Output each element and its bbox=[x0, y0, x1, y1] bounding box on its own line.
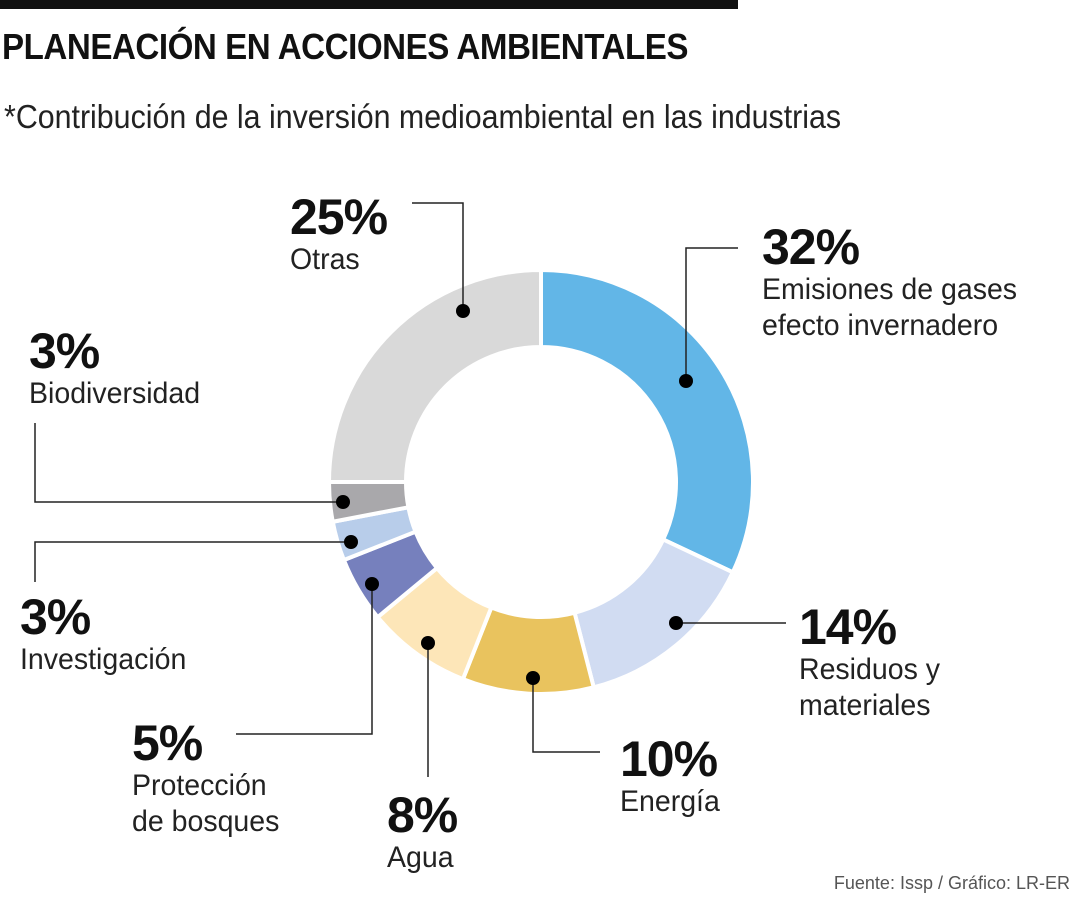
label-pct: 14% bbox=[799, 599, 897, 655]
leader-dot-1 bbox=[669, 616, 683, 630]
label-name: Emisiones de gases bbox=[762, 273, 1018, 306]
label-pct: 10% bbox=[620, 731, 718, 787]
donut-slice-7 bbox=[326, 267, 543, 484]
label-energia: 10% Energía bbox=[620, 734, 725, 820]
label-pct: 32% bbox=[762, 219, 860, 275]
label-proteccion: 5% Protección de bosques bbox=[132, 718, 287, 840]
label-pct: 3% bbox=[29, 323, 100, 379]
label-name: Investigación bbox=[20, 643, 187, 676]
label-pct: 3% bbox=[20, 589, 91, 645]
leader-line-4 bbox=[236, 584, 373, 735]
label-name: Protección bbox=[132, 769, 267, 802]
leader-dot-0 bbox=[679, 374, 693, 388]
leader-line-5 bbox=[34, 541, 351, 582]
label-name: Biodiversidad bbox=[29, 377, 201, 410]
label-name: Energía bbox=[620, 785, 720, 818]
label-biodiversidad: 3% Biodiversidad bbox=[29, 326, 209, 412]
label-name: efecto invernadero bbox=[762, 309, 999, 342]
leader-line-0 bbox=[685, 247, 738, 381]
leader-dot-6 bbox=[336, 495, 350, 509]
label-name: de bosques bbox=[132, 805, 280, 838]
leader-dot-4 bbox=[365, 577, 379, 591]
label-agua: 8% Agua bbox=[387, 787, 458, 876]
leader-line-7 bbox=[412, 202, 464, 311]
leader-dot-3 bbox=[421, 636, 435, 650]
top-rule bbox=[0, 0, 738, 9]
donut-slice-1 bbox=[572, 536, 736, 690]
chart-title: PLANEACIÓN EN ACCIONES AMBIENTALES bbox=[2, 26, 689, 67]
label-pct: 5% bbox=[132, 715, 203, 771]
label-residuos: 14% Residuos y materiales bbox=[799, 602, 947, 724]
label-name: Otras bbox=[290, 243, 360, 276]
label-investigacion: 3% Investigación bbox=[20, 592, 195, 678]
source-credit: Fuente: Issp / Gráfico: LR-ER bbox=[833, 873, 1070, 893]
label-name: materiales bbox=[799, 689, 931, 722]
leader-line-6 bbox=[34, 423, 343, 503]
donut-slice-0 bbox=[539, 267, 755, 575]
label-name: Residuos y bbox=[799, 653, 940, 686]
leader-dot-2 bbox=[526, 671, 540, 685]
label-pct: 25% bbox=[290, 189, 388, 245]
label-name: Agua bbox=[387, 841, 454, 874]
label-emisiones: 32% Emisiones de gases efecto invernader… bbox=[762, 222, 1030, 344]
chart-subtitle: *Contribución de la inversión medioambie… bbox=[4, 98, 842, 135]
label-otras: 25% Otras bbox=[290, 189, 388, 278]
leader-dot-5 bbox=[344, 535, 358, 549]
leader-dot-7 bbox=[456, 304, 470, 318]
leader-line-2 bbox=[532, 678, 600, 753]
label-pct: 8% bbox=[387, 787, 458, 843]
